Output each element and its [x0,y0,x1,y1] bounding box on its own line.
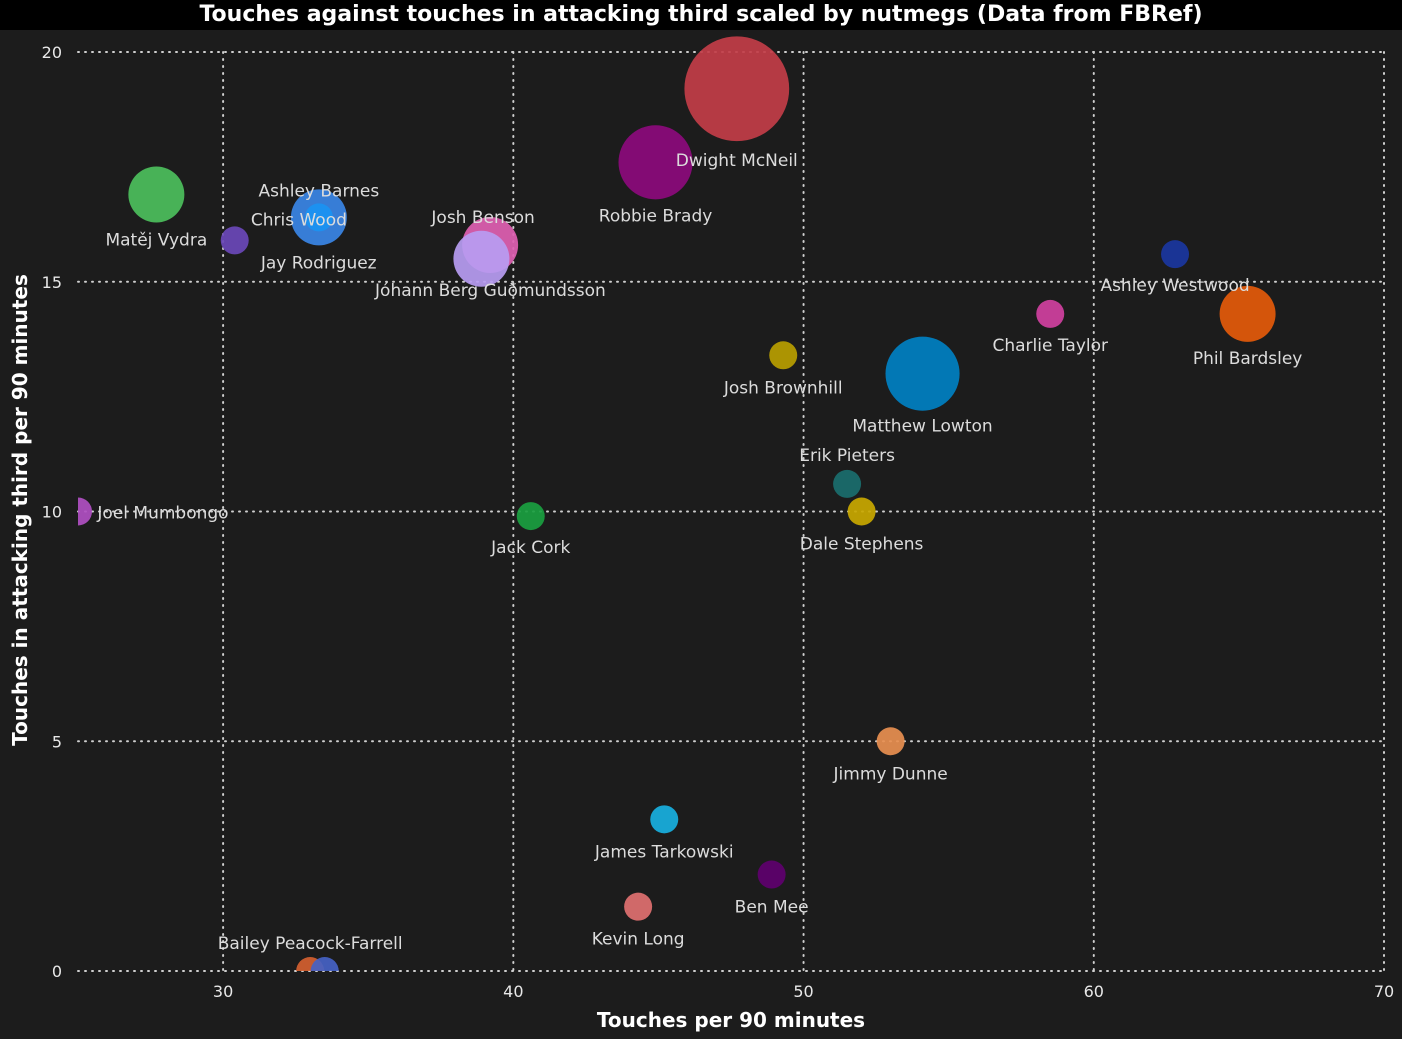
x-tick-label: 70 [1374,982,1394,1001]
x-tick-label: 50 [793,982,813,1001]
chart-title: Touches against touches in attacking thi… [0,0,1402,30]
point-label: Robbie Brady [599,206,713,226]
x-tick-label: 40 [503,982,523,1001]
point-bubble[interactable] [310,957,339,985]
point-bubble[interactable] [304,203,333,232]
point-bubble[interactable] [1219,285,1276,342]
point-label: Erik Pieters [799,446,895,466]
point-label: Jimmy Dunne [833,764,948,784]
point-bubble[interactable] [847,497,876,526]
y-tick-label: 10 [42,503,62,522]
point-label: Matthew Lowton [852,417,992,437]
point-bubble[interactable] [876,727,905,756]
point-label: Dale Stephens [800,535,924,555]
point-bubble[interactable] [833,469,862,498]
point-label: Jóhann Berg Guðmundsson [374,281,606,301]
y-tick-label: 0 [52,962,62,981]
point-label: Ben Mee [735,898,809,918]
point-label: Jack Cork [490,538,570,558]
point-label: Ashley Barnes [258,181,379,201]
point-bubble[interactable] [618,125,693,200]
point-bubble[interactable] [684,36,790,142]
point-bubble[interactable] [1036,299,1065,328]
point-bubble[interactable] [516,502,545,531]
point-bubble[interactable] [769,341,798,370]
point-bubble[interactable] [650,805,679,834]
point-label: Josh Benson [430,208,534,228]
point-bubble[interactable] [757,860,786,889]
points [64,36,1276,985]
point-label: Bailey Peacock-Farrell [218,934,403,954]
x-axis-label: Touches per 90 minutes [597,1008,865,1032]
point-label: Kevin Long [592,930,685,950]
point-bubble[interactable] [1161,240,1190,269]
point-bubble[interactable] [624,892,653,921]
point-label: Josh Brownhill [723,378,843,398]
point-bubble[interactable] [64,497,92,526]
point-bubble[interactable] [885,336,960,411]
y-tick-label: 5 [52,732,62,751]
y-tick-label: 15 [42,273,62,292]
point-label: Phil Bardsley [1193,349,1303,369]
x-tick-label: 60 [1084,982,1104,1001]
point-bubble[interactable] [128,166,185,223]
point-label: Ashley Westwood [1100,276,1249,296]
point-labels: Dwight McNeil Robbie Brady Matěj Vydra Ashl… [96,151,1302,954]
point-label: Jay Rodriguez [260,253,377,273]
point-bubble[interactable] [453,230,510,287]
point-label: Matěj Vydra [105,230,207,250]
point-bubble[interactable] [220,226,249,255]
y-tick-label: 20 [42,43,62,62]
point-label: Chris Wood [251,210,347,230]
y-axis-label: Touches in attacking third per 90 minute… [8,274,32,746]
point-label: Joel Mumbongo [96,504,228,524]
tick-labels: 0 5 10 15 20 30 40 50 60 70 [42,43,1395,1001]
point-label: Dwight McNeil [676,151,798,171]
x-tick-label: 30 [213,982,233,1001]
point-label: Charlie Taylor [992,336,1108,356]
point-label: James Tarkowski [594,842,734,862]
